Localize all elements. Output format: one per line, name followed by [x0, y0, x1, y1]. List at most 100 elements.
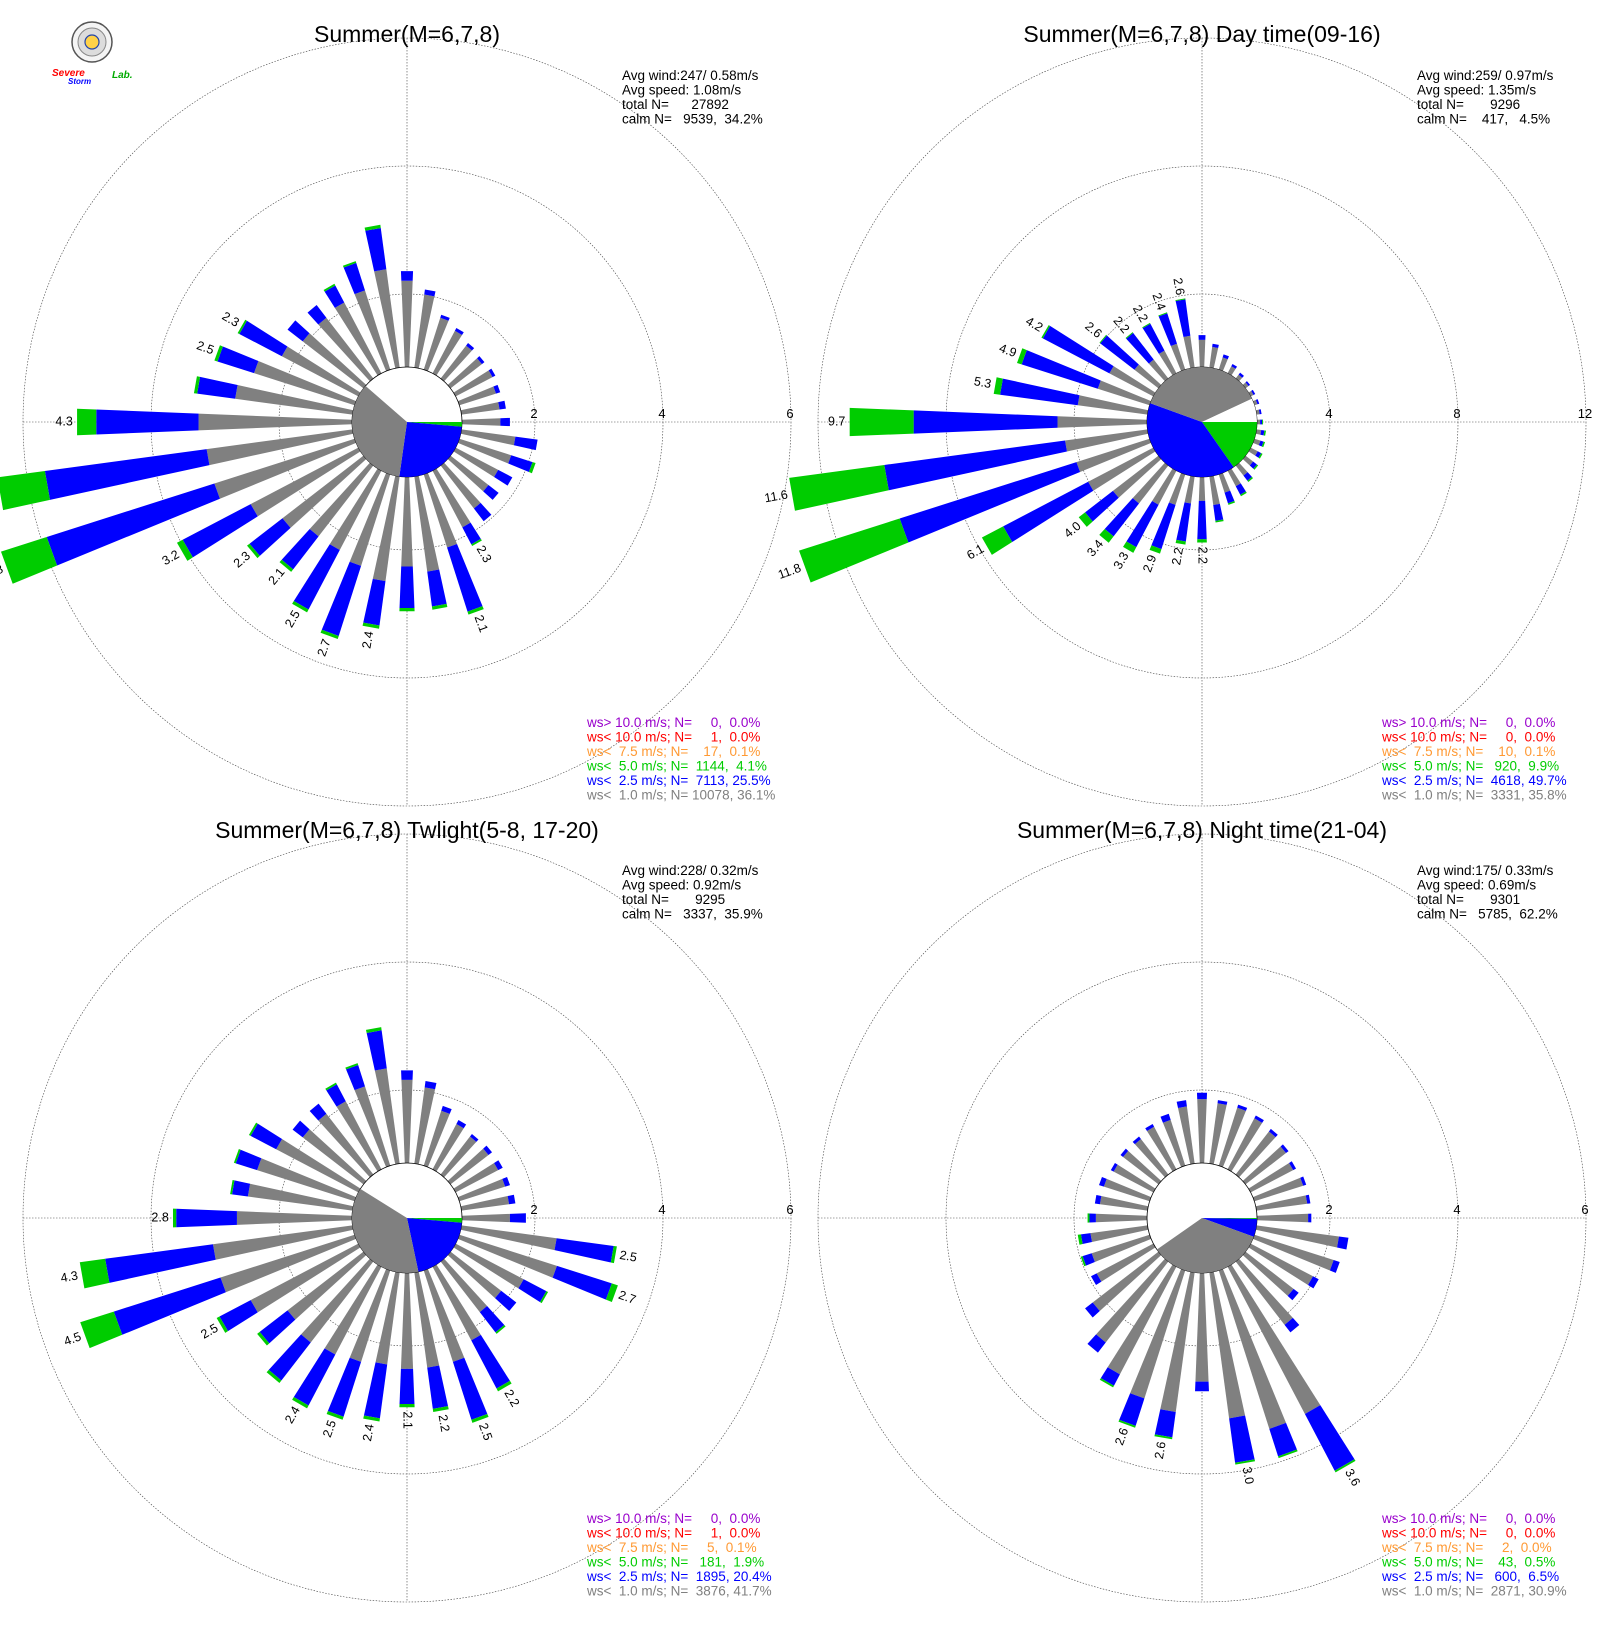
petal-segment — [1142, 322, 1151, 329]
calm-pie-slice — [1202, 1218, 1257, 1219]
petal-segment — [281, 528, 319, 570]
petal-segment — [1307, 1276, 1319, 1289]
petal-segment — [219, 1300, 258, 1332]
petal-segment — [216, 1316, 228, 1333]
bar-value-label: 2.8 — [151, 1210, 168, 1224]
petal-segment — [1078, 512, 1093, 527]
petal-segment — [913, 410, 1058, 434]
calm-pie-slice — [351, 385, 407, 477]
severe-storm-lab-logo: Severe Storm Lab. — [52, 21, 133, 86]
legend-entry: ws> 10.0 m/s; N= 0, 0.0% — [1381, 1511, 1555, 1526]
petal-segment — [554, 1238, 614, 1263]
petal-segment — [214, 438, 357, 499]
petal-segment — [440, 1136, 477, 1178]
petal-segment — [1097, 380, 1152, 406]
petal-segment — [1160, 1113, 1171, 1123]
bar-value-label: 3.3 — [1111, 550, 1132, 572]
petal-segment — [44, 449, 210, 500]
petal-segment — [346, 1065, 365, 1091]
petal-segment — [250, 1243, 361, 1313]
petal-segment — [518, 1279, 547, 1303]
petal-segment — [214, 345, 223, 362]
petal-segment — [329, 468, 382, 551]
petal-segment — [1042, 325, 1114, 374]
legend-entry: ws< 2.5 m/s; N= 4618, 49.7% — [1381, 773, 1567, 788]
petal-segment — [1304, 1405, 1355, 1471]
calm-pie-slice — [399, 422, 462, 477]
petal-segment — [1245, 381, 1251, 387]
bar-value-label: 3.2 — [160, 547, 182, 568]
petal-segment — [1254, 1115, 1264, 1123]
petal-segment — [1134, 364, 1162, 389]
stat-total: total N= 27892 — [622, 97, 729, 112]
petal-segment — [1016, 348, 1027, 365]
petal-segment — [1262, 419, 1264, 425]
petal-segment — [423, 317, 449, 372]
petal-segment — [248, 1122, 258, 1136]
petal-segment — [365, 1027, 382, 1033]
petal-segment — [247, 1183, 354, 1211]
petal-segment — [471, 538, 482, 547]
petal-segment — [1003, 481, 1094, 543]
petal-segment — [1217, 1100, 1228, 1105]
petal-segment — [399, 566, 415, 609]
petal-segment — [447, 455, 489, 492]
petal-segment — [1125, 332, 1134, 339]
legend-entry: ws< 5.0 m/s; N= 920, 9.9% — [1381, 759, 1559, 774]
bar-value-label: 11.8 — [776, 561, 803, 582]
petal-segment — [1152, 468, 1177, 505]
petal-segment — [1248, 390, 1254, 397]
petal-segment — [447, 1251, 502, 1299]
petal-segment — [460, 1225, 557, 1251]
stat-calm: calm N= 5785, 62.2% — [1417, 907, 1558, 922]
petal-segment — [1258, 453, 1263, 459]
petal-segment — [1132, 1136, 1141, 1145]
petal-segment — [1235, 1131, 1276, 1178]
petal-segment — [1145, 1123, 1155, 1131]
bar-value-label: 2.5 — [198, 1321, 220, 1342]
petal-segment — [460, 429, 516, 446]
petal-segment — [1329, 1260, 1340, 1273]
petal-segment — [488, 368, 496, 378]
petal-segment — [1198, 339, 1206, 368]
logo-text-lab: Lab. — [112, 70, 133, 81]
bar-value-label: 2.6 — [1170, 277, 1187, 297]
petal-segment — [457, 1178, 506, 1202]
petal-segment — [1218, 357, 1228, 372]
petal-segment — [1184, 475, 1195, 504]
petal-segment — [1091, 1234, 1152, 1262]
stat-avg-wind: Avg wind:259/ 0.97m/s — [1417, 68, 1554, 83]
petal-segment — [1123, 541, 1137, 553]
petal-segment — [96, 409, 199, 435]
petal-segment — [239, 320, 288, 357]
petal-segment — [1130, 1268, 1186, 1399]
range-ring — [817, 833, 1587, 1603]
petal-segment — [401, 1079, 413, 1164]
petals — [789, 298, 1267, 583]
legend-entry: ws< 2.5 m/s; N= 600, 6.5% — [1381, 1569, 1559, 1584]
bar-value-label: 2.3 — [220, 309, 242, 330]
petal-segment — [1258, 409, 1262, 415]
petal-segment — [349, 472, 391, 566]
bar-value-label: 4.3 — [55, 414, 72, 428]
petal-segment — [1197, 500, 1207, 540]
petal-segment — [1209, 1271, 1246, 1419]
petal-segment — [1176, 502, 1191, 542]
petal-segment — [1158, 313, 1178, 346]
bar-value-label: 2.5 — [618, 1248, 638, 1265]
petal-segment — [1227, 366, 1236, 376]
petal-segment — [1148, 359, 1169, 382]
petal-segment — [1260, 419, 1263, 425]
petal-segment — [198, 413, 353, 431]
petal-segment — [1176, 1100, 1187, 1108]
petal-segment — [1132, 462, 1169, 504]
petal-segment — [1096, 1258, 1169, 1343]
petal-segment — [1308, 1213, 1312, 1223]
range-ring — [278, 293, 536, 551]
petal-segment — [1260, 430, 1265, 436]
petal-segment — [993, 377, 1003, 395]
petal-segment — [447, 358, 482, 389]
petal-segment — [495, 1290, 517, 1312]
petal-segment — [1175, 298, 1186, 302]
legend-entry: ws< 2.5 m/s; N= 1895, 20.4% — [586, 1569, 772, 1584]
